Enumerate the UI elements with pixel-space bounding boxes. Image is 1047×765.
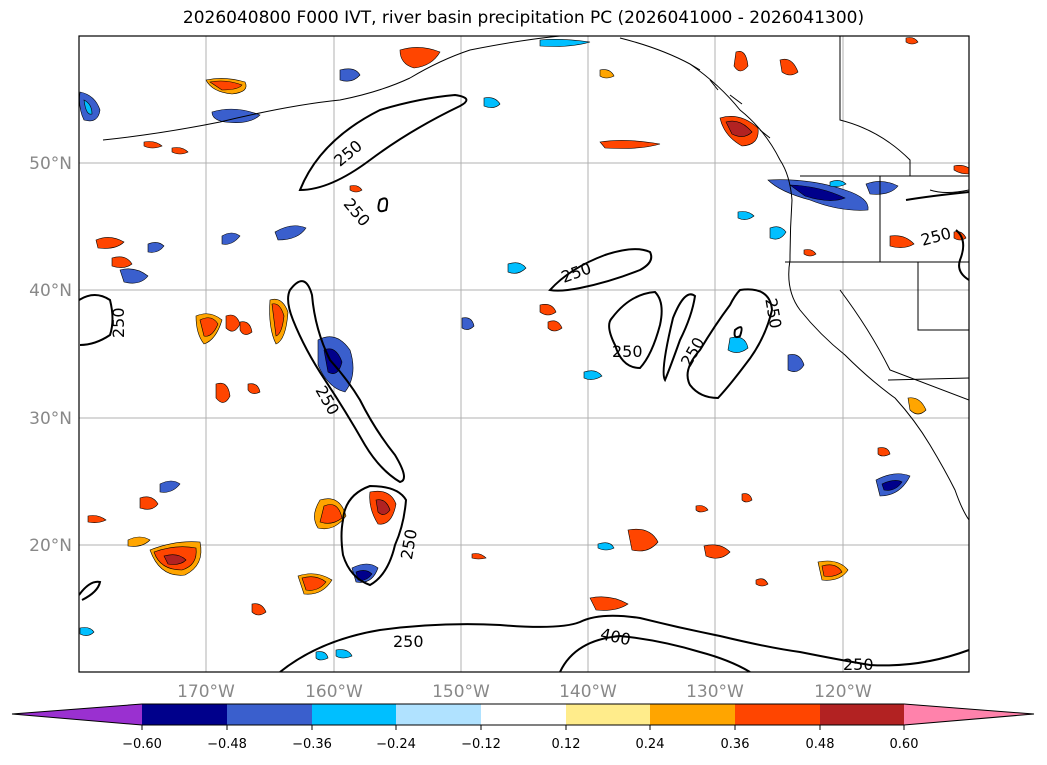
colorbar-tick-label: −0.24: [376, 737, 416, 752]
colorbar-tick-label: 0.24: [636, 737, 665, 752]
colorbar-segment: [735, 704, 820, 725]
colorbar-tick-label: −0.12: [461, 737, 501, 752]
colorbar-segment: [820, 704, 904, 725]
lon-tick-label: 130°W: [686, 682, 744, 702]
lon-tick-labels: 170°W 160°W 150°W 140°W 130°W 120°W: [177, 682, 872, 702]
lon-tick-label: 150°W: [432, 682, 490, 702]
contour-label: 250: [109, 307, 128, 338]
precip-blobs: [79, 37, 969, 661]
contour-label: 250: [393, 632, 424, 651]
boundaries: [785, 36, 969, 401]
colorbar-tick-label: 0.12: [552, 737, 581, 752]
colorbar-segment: [142, 704, 227, 725]
lat-tick-label: 20°N: [29, 536, 72, 556]
colorbar-segment: [12, 704, 142, 725]
coastlines: [102, 36, 969, 521]
colorbar-tick-label: −0.36: [292, 737, 332, 752]
colorbar-segment: [904, 704, 1034, 725]
colorbar-segment: [481, 704, 566, 725]
colorbar-segment: [396, 704, 481, 725]
colorbar-tick-label: −0.60: [122, 737, 162, 752]
colorbar-segment: [312, 704, 396, 725]
colorbar-tick-label: 0.48: [806, 737, 835, 752]
lon-tick-label: 170°W: [177, 682, 235, 702]
map-title: 2026040800 F000 IVT, river basin precipi…: [182, 8, 865, 28]
colorbar: −0.60 −0.48 −0.36 −0.24 −0.12 0.12 0.24 …: [11, 703, 1035, 752]
contour-label: 250: [843, 655, 874, 674]
lat-tick-labels: 50°N 40°N 30°N 20°N: [29, 154, 72, 556]
colorbar-segment: [566, 704, 650, 725]
ivt-contours: [79, 93, 969, 672]
colorbar-segment: [227, 704, 312, 725]
lat-tick-label: 50°N: [29, 154, 72, 174]
colorbar-tick-label: −0.48: [207, 737, 247, 752]
lon-tick-label: 140°W: [559, 682, 617, 702]
colorbar-tick-label: 0.60: [890, 737, 919, 752]
map-frame: [78, 35, 970, 673]
lat-tick-label: 40°N: [29, 281, 72, 301]
lat-tick-label: 30°N: [29, 409, 72, 429]
lon-tick-label: 120°W: [814, 682, 872, 702]
colorbar-tick-label: 0.36: [721, 737, 750, 752]
lon-tick-label: 160°W: [305, 682, 363, 702]
contour-label: 250: [612, 342, 643, 361]
colorbar-segment: [650, 704, 735, 725]
